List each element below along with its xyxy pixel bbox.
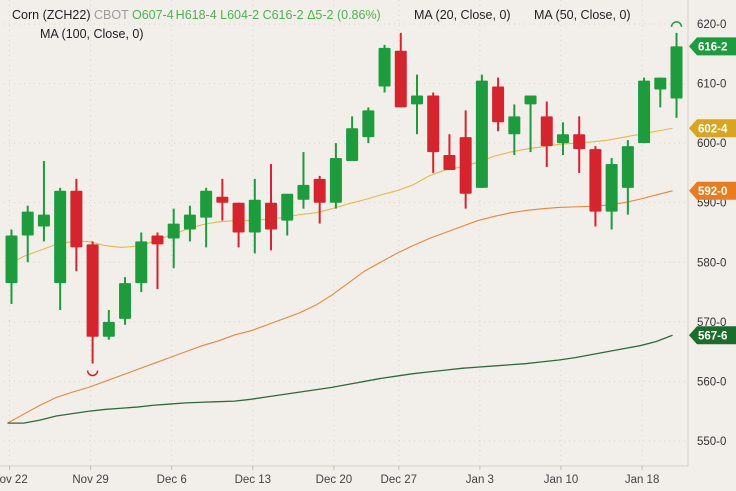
x-tick-label: Jan 18 [625,474,660,486]
candle-body[interactable] [86,244,99,337]
ma50-price-tag [689,181,736,200]
candle-body[interactable] [151,235,164,245]
x-tick-label: Jan 3 [466,474,494,486]
candle-body[interactable] [540,116,553,147]
y-axis-panel [688,0,736,470]
candle-body[interactable] [281,193,294,221]
candle-body[interactable] [329,158,342,203]
candle-body[interactable] [362,110,375,138]
candle-body[interactable] [443,155,456,170]
ma20-price-tag [689,119,736,138]
candle-body[interactable] [119,283,132,319]
x-tick-label: Dec 20 [316,474,352,486]
x-tick-label: Nov 22 [0,474,28,486]
candle-body[interactable] [265,202,278,230]
y-tick-label: 610-0 [697,79,726,91]
ohlc-legend: Corn (ZCH22) CBOT O607-4 H618-4 L604-2 C6… [12,8,381,22]
x-tick-label: Dec 6 [157,474,187,486]
candle-body[interactable] [248,199,261,233]
low-marker-icon [86,370,99,377]
y-tick-label: 570-0 [697,317,726,329]
y-tick-label: 590-0 [697,198,726,210]
close-value: C616-2 [262,8,304,22]
x-tick-label: Nov 29 [72,474,108,486]
ma20-price-tag-label: 602-4 [698,123,728,135]
candle-body[interactable] [589,149,602,212]
ma100-line[interactable] [7,334,673,424]
candle-body[interactable] [459,137,472,194]
exchange-name: CBOT [93,8,129,22]
candle-body[interactable] [232,202,245,233]
candle-body[interactable] [605,163,618,212]
candle-body[interactable] [54,190,67,284]
candle-body[interactable] [475,80,488,188]
ma100-price-tag-label: 567-6 [698,330,727,342]
symbol-name: Corn (ZCH22) [12,8,91,22]
candle-body[interactable] [216,196,229,203]
candle-body[interactable] [492,86,505,123]
x-tick-label: Dec 27 [381,474,417,486]
last-price-tag-label: 616-2 [698,41,727,53]
y-tick-label: 600-0 [697,138,726,150]
candle-body[interactable] [638,80,651,144]
high-marker-icon [670,21,683,28]
candle-body[interactable] [508,116,521,135]
last-price-tag [689,37,736,56]
open-value: O607-4 [131,8,174,22]
candle-body[interactable] [37,214,50,227]
ma100-price-tag [689,326,736,345]
ma20-legend[interactable]: MA (20, Close, 0) [414,8,511,22]
candle-body[interactable] [346,128,359,162]
ma50-legend[interactable]: MA (50, Close, 0) [534,8,631,22]
candle-body[interactable] [70,190,83,248]
ma50-line[interactable] [7,190,673,424]
candle-body[interactable] [411,95,423,105]
candle-body[interactable] [167,223,180,239]
candle-body[interactable] [524,95,537,105]
candle-body[interactable] [556,134,569,144]
candle-body[interactable] [621,146,634,188]
high-value: H618-4 [175,8,217,22]
candle-body[interactable] [21,211,34,236]
y-tick-label: 550-0 [697,436,726,448]
candle-body[interactable] [102,321,115,337]
change-value: Δ5-2 (0.86%) [307,8,381,22]
ma100-legend[interactable]: MA (100, Close, 0) [40,27,144,41]
low-value: L604-2 [220,8,260,22]
candle-body[interactable] [670,46,683,99]
candle-body[interactable] [394,50,407,108]
ma50-price-tag-label: 592-0 [698,186,727,198]
candle-body[interactable] [378,47,391,87]
candle-body[interactable] [427,95,440,153]
candle-body[interactable] [313,178,326,203]
y-tick-label: 580-0 [697,257,726,269]
candle-body[interactable] [573,134,586,150]
ma20-line[interactable] [7,127,673,266]
candle-body[interactable] [654,77,667,90]
candle-body[interactable] [135,241,148,284]
candle-body[interactable] [5,235,18,284]
y-tick-label: 560-0 [697,376,726,388]
candle-body[interactable] [200,190,213,218]
y-tick-label: 620-0 [697,19,726,31]
x-tick-label: Dec 13 [235,474,271,486]
candle-body[interactable] [183,214,196,230]
candle-body[interactable] [297,184,310,200]
x-tick-label: Jan 10 [544,474,579,486]
